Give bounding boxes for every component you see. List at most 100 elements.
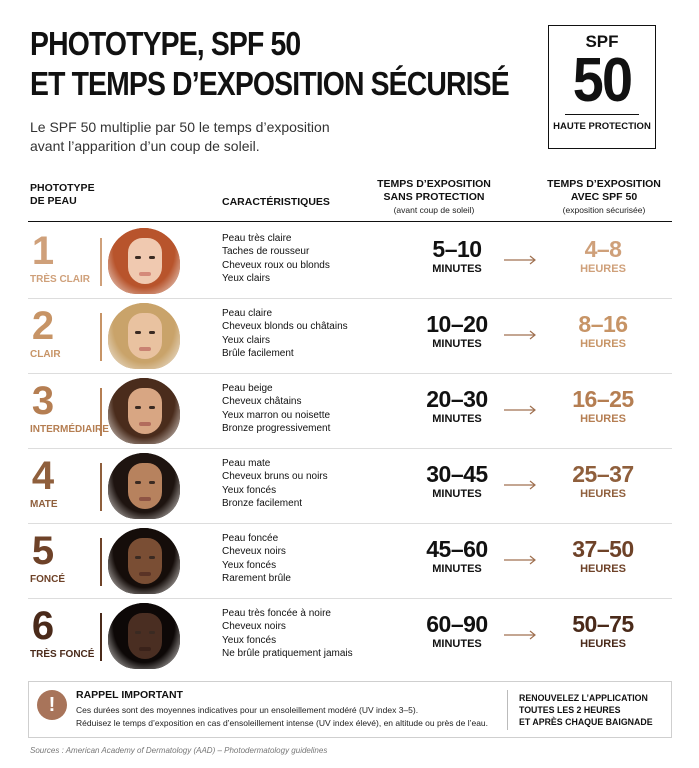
characteristics-list: Peau foncée Cheveux noirs Yeux foncés Rarem… <box>222 532 291 586</box>
page-title-line2: ET TEMPS D’EXPOSITION SÉCURISÉ <box>30 65 510 102</box>
characteristic-item: Peau claire <box>222 308 273 319</box>
phototype-number: 2 <box>31 304 55 348</box>
characteristic-item: Yeux foncés <box>222 484 277 496</box>
exposure-no-protection: 45–60 MINUTES <box>390 536 524 576</box>
characteristics-list: Peau beige Cheveux châtains Yeux marron ou… <box>222 382 330 436</box>
portrait-eye-right <box>149 256 155 259</box>
portrait-lips <box>139 272 151 276</box>
exposure-spf: 37–50 HEURES <box>538 536 668 576</box>
characteristic-item: Peau foncée <box>222 533 279 544</box>
exposure-no-protection-unit: MINUTES <box>432 488 482 500</box>
exposure-no-protection: 60–90 MINUTES <box>390 611 524 651</box>
exposure-no-protection-value: 5–10 <box>432 236 482 262</box>
portrait-face <box>128 238 162 284</box>
portrait-image <box>108 528 180 594</box>
page-title-line1: PHOTOTYPE, SPF 50 <box>30 25 301 62</box>
row-accent-bar <box>100 238 102 286</box>
table-row: 1 TRÈS CLAIR Peau très claire Taches de rou… <box>28 224 672 299</box>
reminder-text-line1: Ces durées sont des moyennes indicatives… <box>76 705 419 715</box>
reminder-text-line2: Réduisez le temps d’exposition en cas d’… <box>76 717 489 728</box>
characteristic-item: Brûle facilement <box>222 348 294 360</box>
table-row: 3 INTERMÉDIAIRE Peau beige Cheveux châtains… <box>28 374 672 449</box>
column-header-no-protection: TEMPS D’EXPOSITION SANS PROTECTION (avan… <box>364 178 504 217</box>
reminder-box: ! RAPPEL IMPORTANT Ces durées sont des m… <box>28 681 672 738</box>
column-header-spf-line1: TEMPS D’EXPOSITION <box>547 178 661 190</box>
portrait-face <box>128 538 162 584</box>
exposure-spf-unit: HEURES <box>580 413 626 425</box>
row-accent-bar <box>100 613 102 661</box>
table-row: 2 CLAIR Peau claire Cheveux blonds ou châta… <box>28 299 672 374</box>
exposure-no-protection: 30–45 MINUTES <box>390 461 524 501</box>
portrait-eye-right <box>149 631 155 634</box>
characteristic-item: Cheveux roux ou blonds <box>222 259 330 271</box>
row-accent-bar <box>100 313 102 361</box>
reminder-title: RAPPEL IMPORTANT <box>76 689 183 701</box>
characteristic-item: Yeux foncés <box>222 634 277 646</box>
reminder-divider <box>507 690 508 730</box>
exposure-spf: 4–8 HEURES <box>538 236 668 276</box>
exposure-spf-unit: HEURES <box>580 263 626 275</box>
portrait-eye-left <box>135 256 141 259</box>
characteristic-item: Peau beige <box>222 383 273 394</box>
arrow-right-icon <box>504 255 536 265</box>
arrow-right-icon <box>504 480 536 490</box>
header-divider <box>28 221 672 223</box>
portrait-eye-right <box>149 331 155 334</box>
reminder-renew-line1: RENOUVELEZ L’APPLICATION <box>519 693 648 703</box>
portrait-eye-left <box>135 556 141 559</box>
spf-badge-bottom: HAUTE PROTECTION <box>553 121 651 132</box>
portrait-image <box>108 303 180 369</box>
portrait-face <box>128 313 162 359</box>
portrait-eye-right <box>149 481 155 484</box>
characteristic-item: Bronze progressivement <box>222 423 331 435</box>
subtitle: Le SPF 50 multiplie par 50 le temps d’ex… <box>30 119 330 154</box>
phototype-name: TRÈS FONCÉ <box>30 649 95 660</box>
column-header-spf: TEMPS D’EXPOSITION AVEC SPF 50 (expositi… <box>534 178 674 217</box>
phototype-name: TRÈS CLAIR <box>30 274 90 285</box>
characteristic-item: Cheveux bruns ou noirs <box>222 471 328 483</box>
portrait-face <box>128 613 162 659</box>
spf-badge-top: SPF <box>585 32 619 51</box>
phototype-number: 4 <box>31 454 55 498</box>
arrow-right-icon <box>504 555 536 565</box>
reminder-renew-line2: TOUTES LES 2 HEURES <box>519 705 621 715</box>
column-header-no-protection-line2: SANS PROTECTION <box>383 191 485 203</box>
column-header-phototype-line2: DE PEAU <box>30 195 77 207</box>
exposure-spf-unit: HEURES <box>580 488 626 500</box>
table-row: 6 TRÈS FONCÉ Peau très foncée à noire Cheve… <box>28 599 672 674</box>
column-header-spf-line2: AVEC SPF 50 <box>570 191 638 203</box>
portrait-lips <box>139 497 151 501</box>
exposure-spf-value: 4–8 <box>584 236 622 262</box>
portrait-image <box>108 378 180 444</box>
spf-badge-divider <box>565 114 639 115</box>
portrait-face <box>128 388 162 434</box>
phototype-number: 1 <box>31 229 55 273</box>
exposure-no-protection: 5–10 MINUTES <box>390 236 524 276</box>
portrait-eye-left <box>135 631 141 634</box>
table-row: 5 FONCÉ Peau foncée Cheveux noirs Yeux foncé… <box>28 524 672 599</box>
exposure-no-protection-value: 20–30 <box>426 386 488 412</box>
portrait-lips <box>139 572 151 576</box>
characteristic-item: Ne brûle pratiquement jamais <box>222 648 353 660</box>
portrait-lips <box>139 647 151 651</box>
characteristic-item: Yeux foncés <box>222 559 277 571</box>
table-row: 4 MATE Peau mate Cheveux bruns ou noirs Yeux… <box>28 449 672 524</box>
exposure-spf-value: 8–16 <box>578 311 628 337</box>
column-header-no-protection-line1: TEMPS D’EXPOSITION <box>377 178 491 190</box>
arrow-right-icon <box>504 330 536 340</box>
portrait-image <box>108 603 180 669</box>
characteristics-list: Peau très foncée à noire Cheveux noirs Yeu… <box>222 607 353 661</box>
characteristic-item: Cheveux blonds ou châtains <box>222 321 348 333</box>
exposure-spf: 8–16 HEURES <box>538 311 668 351</box>
reminder-renew: RENOUVELEZ L’APPLICATION TOUTES LES 2 HE… <box>519 692 653 728</box>
exposure-no-protection-value: 60–90 <box>426 611 488 637</box>
column-header-phototype: PHOTOTYPE DE PEAU <box>30 182 95 208</box>
exposure-no-protection-value: 30–45 <box>426 461 488 487</box>
row-accent-bar <box>100 538 102 586</box>
exposure-no-protection-unit: MINUTES <box>432 563 482 575</box>
column-header-phototype-line1: PHOTOTYPE <box>30 182 95 194</box>
characteristic-item: Rarement brûle <box>222 573 291 585</box>
phototype-name: INTERMÉDIAIRE <box>30 424 109 435</box>
exposure-spf: 25–37 HEURES <box>538 461 668 501</box>
exposure-no-protection-unit: MINUTES <box>432 413 482 425</box>
